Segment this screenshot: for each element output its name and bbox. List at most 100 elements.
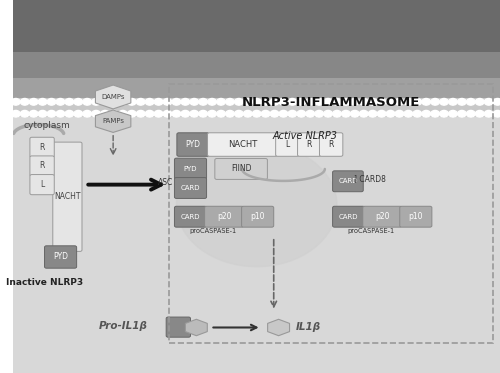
Circle shape xyxy=(350,98,359,105)
Circle shape xyxy=(30,110,38,117)
Circle shape xyxy=(47,110,56,117)
Circle shape xyxy=(38,110,47,117)
Circle shape xyxy=(404,110,412,117)
Circle shape xyxy=(65,110,74,117)
Circle shape xyxy=(324,98,332,105)
Circle shape xyxy=(413,110,422,117)
Circle shape xyxy=(368,110,377,117)
Circle shape xyxy=(422,98,430,105)
Circle shape xyxy=(360,98,368,105)
Circle shape xyxy=(234,110,243,117)
Text: R: R xyxy=(40,162,45,170)
Circle shape xyxy=(92,98,100,105)
FancyBboxPatch shape xyxy=(400,206,432,227)
FancyBboxPatch shape xyxy=(30,137,54,157)
Text: PAMPs: PAMPs xyxy=(102,118,124,124)
Circle shape xyxy=(386,110,395,117)
Bar xyxy=(14,78,500,103)
Text: Active NLRP3: Active NLRP3 xyxy=(272,131,338,141)
Circle shape xyxy=(440,110,448,117)
Circle shape xyxy=(288,110,297,117)
Circle shape xyxy=(65,98,74,105)
FancyBboxPatch shape xyxy=(174,158,206,179)
Circle shape xyxy=(226,110,234,117)
Circle shape xyxy=(368,98,377,105)
Text: PYD: PYD xyxy=(184,166,198,172)
Circle shape xyxy=(252,110,261,117)
Circle shape xyxy=(476,98,484,105)
Circle shape xyxy=(172,110,181,117)
Text: L: L xyxy=(285,140,290,149)
Circle shape xyxy=(493,110,500,117)
FancyBboxPatch shape xyxy=(174,206,206,227)
FancyBboxPatch shape xyxy=(363,206,402,227)
Circle shape xyxy=(74,98,82,105)
Circle shape xyxy=(47,98,56,105)
Circle shape xyxy=(279,110,288,117)
Circle shape xyxy=(261,110,270,117)
Circle shape xyxy=(199,98,207,105)
Circle shape xyxy=(332,98,342,105)
Circle shape xyxy=(430,98,440,105)
FancyBboxPatch shape xyxy=(332,171,364,192)
Circle shape xyxy=(484,110,493,117)
Circle shape xyxy=(208,110,216,117)
Circle shape xyxy=(395,110,404,117)
Circle shape xyxy=(83,98,92,105)
Circle shape xyxy=(360,110,368,117)
Text: ASC: ASC xyxy=(158,178,173,187)
Text: DAMPs: DAMPs xyxy=(102,94,125,100)
Circle shape xyxy=(476,110,484,117)
Circle shape xyxy=(386,98,395,105)
Text: R: R xyxy=(306,140,312,149)
Polygon shape xyxy=(268,319,289,336)
Circle shape xyxy=(413,98,422,105)
Text: p10: p10 xyxy=(250,212,265,221)
Polygon shape xyxy=(96,85,131,109)
Circle shape xyxy=(56,98,65,105)
Bar xyxy=(14,103,500,373)
Circle shape xyxy=(118,110,127,117)
Polygon shape xyxy=(186,319,208,336)
Text: CARD: CARD xyxy=(338,178,357,184)
Circle shape xyxy=(146,98,154,105)
FancyBboxPatch shape xyxy=(53,142,82,251)
Text: cytoplasm: cytoplasm xyxy=(23,121,70,130)
Circle shape xyxy=(404,98,412,105)
Circle shape xyxy=(20,110,29,117)
Circle shape xyxy=(270,98,279,105)
Circle shape xyxy=(377,110,386,117)
Circle shape xyxy=(154,98,163,105)
Circle shape xyxy=(83,110,92,117)
Circle shape xyxy=(100,110,110,117)
Circle shape xyxy=(226,98,234,105)
Circle shape xyxy=(136,110,145,117)
Text: FIIND: FIIND xyxy=(231,164,252,173)
Circle shape xyxy=(74,110,82,117)
Circle shape xyxy=(234,98,243,105)
Bar xyxy=(14,0,500,52)
Circle shape xyxy=(324,110,332,117)
Text: PYD: PYD xyxy=(186,140,200,149)
Circle shape xyxy=(181,110,190,117)
FancyBboxPatch shape xyxy=(208,133,277,156)
Circle shape xyxy=(154,110,163,117)
Circle shape xyxy=(448,98,458,105)
Circle shape xyxy=(128,110,136,117)
Circle shape xyxy=(422,110,430,117)
Circle shape xyxy=(315,110,324,117)
FancyBboxPatch shape xyxy=(242,206,274,227)
Bar xyxy=(14,52,500,78)
Circle shape xyxy=(136,98,145,105)
Circle shape xyxy=(297,110,306,117)
FancyBboxPatch shape xyxy=(276,133,299,156)
Text: ] CARD8: ] CARD8 xyxy=(354,175,386,184)
Circle shape xyxy=(244,98,252,105)
FancyBboxPatch shape xyxy=(320,133,343,156)
Text: p20: p20 xyxy=(375,212,390,221)
Circle shape xyxy=(12,110,20,117)
FancyBboxPatch shape xyxy=(204,206,244,227)
Circle shape xyxy=(110,98,118,105)
FancyBboxPatch shape xyxy=(174,178,206,198)
Circle shape xyxy=(110,110,118,117)
